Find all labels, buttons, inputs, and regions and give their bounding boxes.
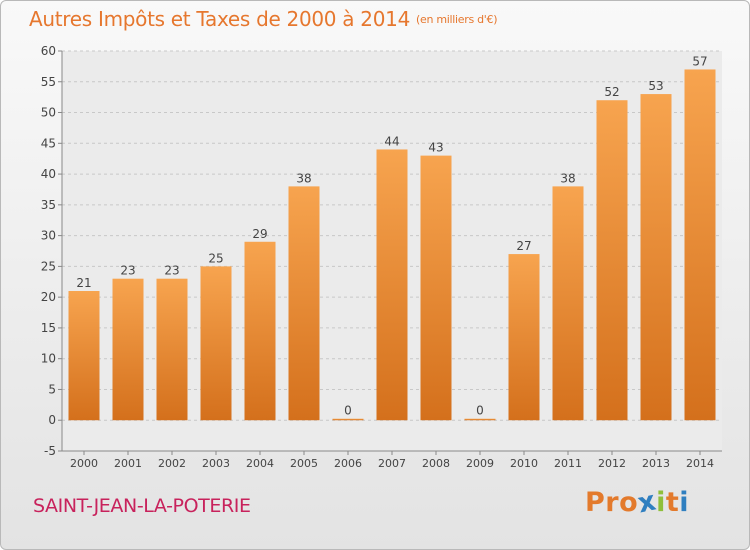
bar-2010 [508, 254, 540, 421]
x-tick-label-2001: 2001 [114, 457, 142, 470]
bar-2003 [200, 266, 232, 421]
value-label-2007: 44 [384, 134, 399, 148]
y-tick-label: 25 [41, 259, 56, 273]
x-tick-label-2014: 2014 [686, 457, 714, 470]
bar-2001 [112, 278, 144, 421]
bar-2013 [640, 94, 672, 421]
logo-letter: r [605, 487, 620, 518]
chart-title: Autres Impôts et Taxes de 2000 à 2014 (en… [29, 7, 497, 31]
y-tick-label: 15 [41, 321, 56, 335]
y-tick-label: 10 [41, 352, 56, 366]
y-tick-label: 50 [41, 106, 56, 120]
x-tick-label-2009: 2009 [466, 457, 494, 470]
bar-2006 [332, 418, 364, 421]
x-tick-label-2003: 2003 [202, 457, 230, 470]
value-label-2006: 0 [344, 404, 352, 418]
value-label-2010: 27 [516, 239, 531, 253]
x-tick-label-2005: 2005 [290, 457, 318, 470]
y-tick-label: 45 [41, 136, 56, 150]
x-tick-label-2010: 2010 [510, 457, 538, 470]
logo-letter: i [679, 487, 690, 518]
y-tick-label: 40 [41, 167, 56, 181]
y-tick-label: 0 [48, 413, 56, 427]
y-tick-label: 20 [41, 290, 56, 304]
x-tick-label-2013: 2013 [642, 457, 670, 470]
bar-2004 [244, 241, 276, 421]
x-tick-label-2002: 2002 [158, 457, 186, 470]
y-tick-label: 60 [41, 44, 56, 58]
y-tick-label: 35 [41, 198, 56, 212]
bar-2009 [464, 418, 496, 421]
y-tick-label: 55 [41, 75, 56, 89]
x-tick-label-2012: 2012 [598, 457, 626, 470]
value-label-2014: 57 [692, 54, 707, 68]
value-label-2013: 53 [648, 79, 663, 93]
bar-2007 [376, 149, 408, 421]
value-label-2012: 52 [604, 85, 619, 99]
value-label-2005: 38 [296, 171, 311, 185]
bar-2002 [156, 278, 188, 421]
value-label-2009: 0 [476, 404, 484, 418]
y-tick-label: 30 [41, 229, 56, 243]
value-label-2011: 38 [560, 171, 575, 185]
chart-unit: (en milliers d'€) [416, 13, 498, 26]
value-label-2000: 21 [76, 276, 91, 290]
bar-2011 [552, 186, 584, 421]
value-label-2004: 29 [252, 227, 267, 241]
logo-letter: t [665, 487, 680, 518]
x-tick-label-2008: 2008 [422, 457, 450, 470]
logo-letter: o [619, 487, 639, 518]
y-tick-label: 5 [48, 382, 56, 396]
x-tick-label-2006: 2006 [334, 457, 362, 470]
commune-name: SAINT-JEAN-LA-POTERIE [33, 495, 251, 517]
x-tick-label-2011: 2011 [554, 457, 582, 470]
chart-title-text: Autres Impôts et Taxes de 2000 à 2014 [29, 7, 410, 31]
value-label-2003: 25 [208, 251, 223, 265]
x-tick-label-2007: 2007 [378, 457, 406, 470]
proxiti-logo: Proxiti [585, 485, 690, 519]
value-label-2001: 23 [120, 264, 135, 278]
logo-letter: i [656, 487, 666, 518]
bar-2014 [684, 69, 716, 421]
x-tick-label-2000: 2000 [70, 457, 98, 470]
bar-2012 [596, 100, 628, 421]
bar-2005 [288, 186, 320, 421]
x-tick-label-2004: 2004 [246, 457, 274, 470]
bar-2000 [68, 291, 100, 421]
bar-2008 [420, 155, 452, 421]
logo-letter: P [585, 487, 606, 518]
value-label-2002: 23 [164, 264, 179, 278]
value-label-2008: 43 [428, 141, 443, 155]
y-tick-label: -5 [44, 444, 56, 458]
